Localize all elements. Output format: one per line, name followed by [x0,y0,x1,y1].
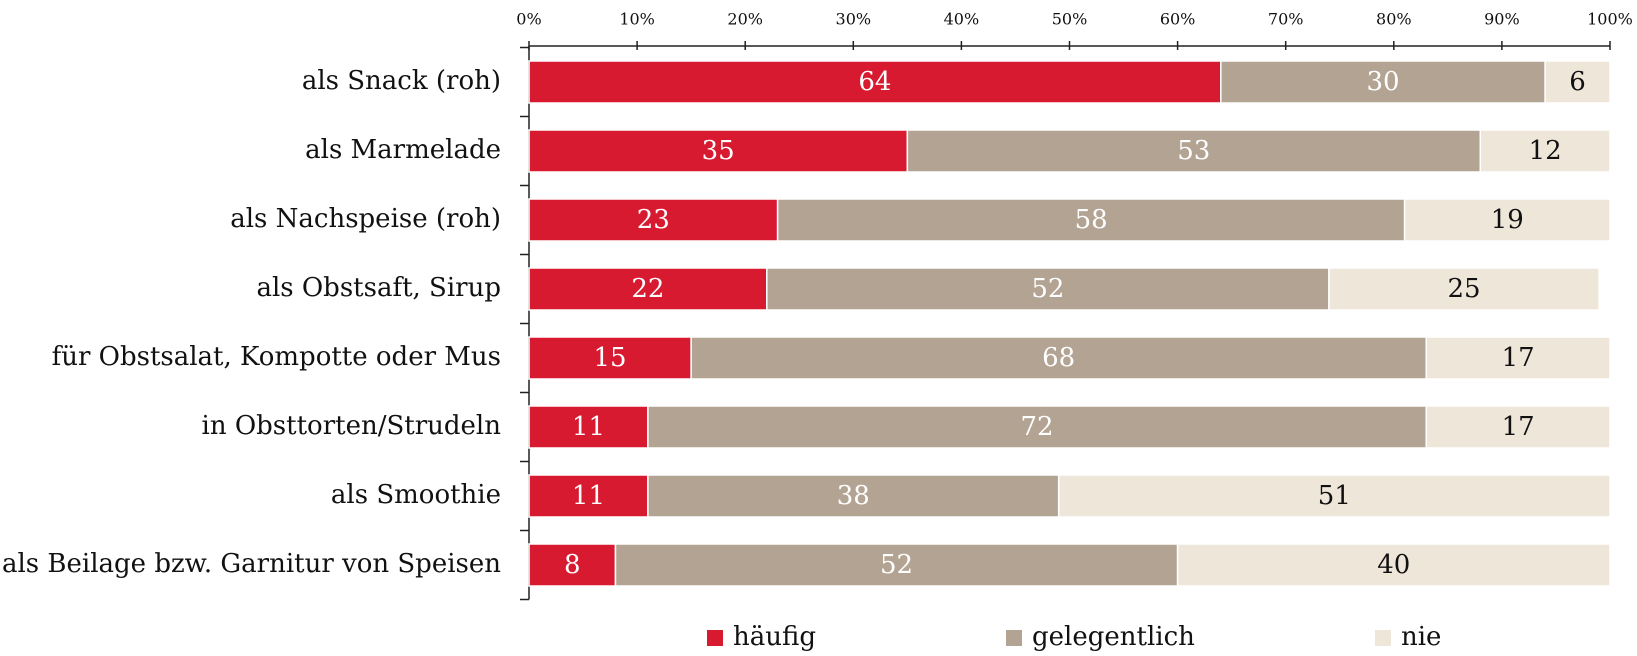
data-label: 17 [1502,412,1535,442]
x-tick-label: 80% [1376,10,1412,29]
y-tick-label: als Snack (roh) [302,66,501,96]
data-label: 11 [572,412,605,442]
bar-segment [1057,474,1611,518]
x-tick-label: 30% [836,10,872,29]
y-tick-label: als Marmelade [305,135,501,165]
bar-segment [528,336,692,380]
y-tick-label: für Obstsalat, Kompotte oder Mus [52,342,501,372]
data-label: 30 [1366,67,1399,97]
data-label: 15 [594,343,627,373]
data-label: 25 [1448,274,1481,304]
bar-segment [1425,405,1611,449]
data-label: 23 [637,205,670,235]
data-label: 52 [1031,274,1064,304]
data-label: 11 [572,481,605,511]
bar-segment [528,543,617,587]
bar-segment [528,474,649,518]
y-tick-label: als Nachspeise (roh) [230,204,501,234]
bar-segment [1403,198,1611,242]
legend-label: gelegentlich [1032,622,1195,652]
x-tick-label: 40% [944,10,980,29]
y-tick-label: als Obstsaft, Sirup [256,273,501,303]
y-tick-label: in Obsttorten/Strudeln [202,411,502,441]
x-tick-label: 50% [1052,10,1088,29]
legend-swatch [707,630,723,646]
data-label: 53 [1177,136,1210,166]
bar-segment [528,60,1222,104]
x-tick-label: 20% [727,10,763,29]
bar-segment [614,543,1179,587]
data-label: 58 [1075,205,1108,235]
bar-segment [528,267,768,311]
data-label: 64 [858,67,891,97]
y-tick-label: als Smoothie [331,480,501,510]
x-tick-label: 90% [1484,10,1520,29]
bar-segment [776,198,1406,242]
data-label: 17 [1502,343,1535,373]
bar-segment [1220,60,1546,104]
data-label: 40 [1377,550,1410,580]
legend-swatch [1375,630,1391,646]
bar-segment [1425,336,1611,380]
legend-label: häufig [733,622,816,652]
x-tick-label: 100% [1587,10,1633,29]
data-label: 8 [564,550,581,580]
bar-segment [906,129,1482,173]
data-label: 35 [702,136,735,166]
data-label: 12 [1529,136,1562,166]
bar-segment [1479,129,1611,173]
data-label: 68 [1042,343,1075,373]
data-label: 6 [1569,67,1586,97]
bar-segment [528,129,909,173]
bar-segment [1328,267,1600,311]
x-tick-label: 60% [1160,10,1196,29]
data-label: 22 [631,274,664,304]
bar-segment [528,198,779,242]
x-tick-label: 70% [1268,10,1304,29]
data-label: 51 [1318,481,1351,511]
data-label: 72 [1021,412,1054,442]
x-tick-label: 0% [516,10,541,29]
data-label: 38 [837,481,870,511]
x-tick-label: 10% [619,10,655,29]
legend-label: nie [1401,622,1441,652]
y-tick-label: als Beilage bzw. Garnitur von Speisen [2,549,501,579]
data-label: 19 [1491,205,1524,235]
bar-segment [528,405,649,449]
bar-segment [647,474,1060,518]
legend-swatch [1006,630,1022,646]
bar-segment [690,336,1427,380]
data-label: 52 [880,550,913,580]
bar-segment [1544,60,1611,104]
bar-segment [1176,543,1611,587]
